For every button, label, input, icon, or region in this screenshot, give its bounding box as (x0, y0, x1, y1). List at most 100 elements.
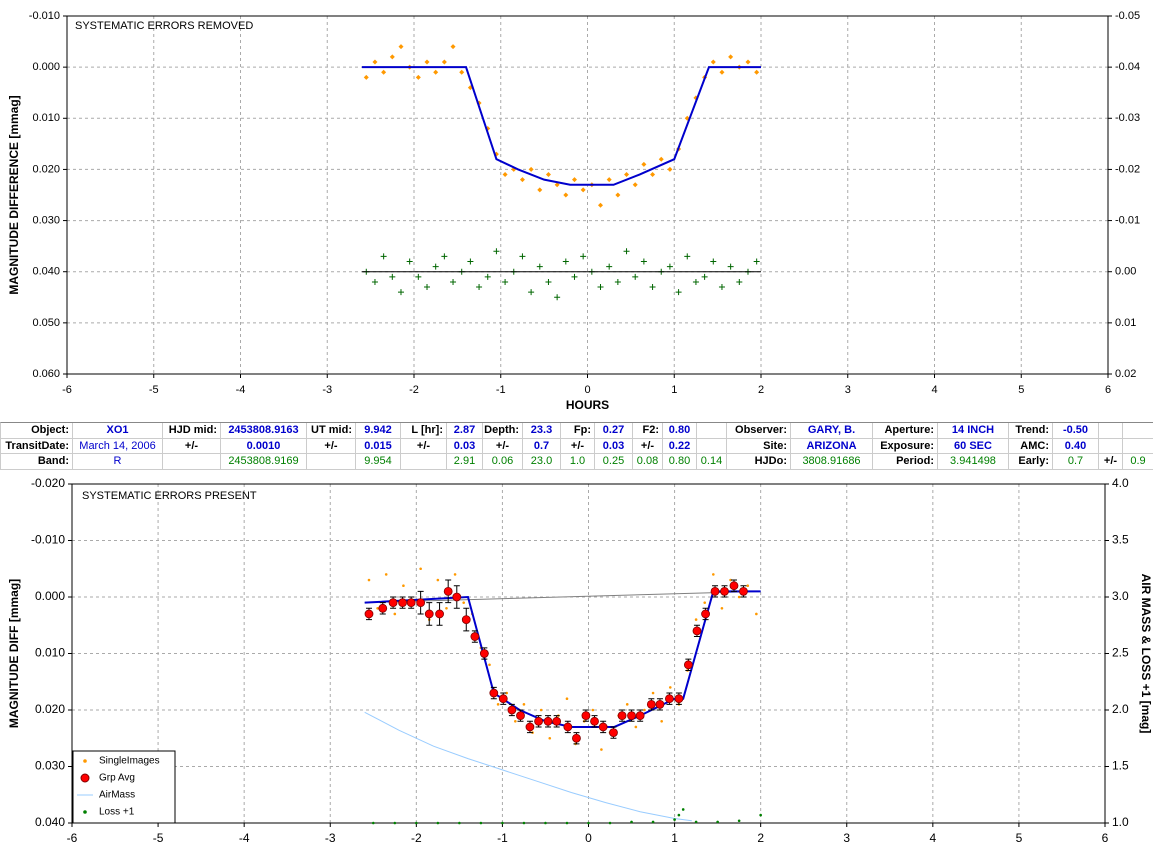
data-point (651, 691, 655, 695)
y2-tick-label: 2.0 (1112, 702, 1129, 716)
data-point (694, 820, 698, 824)
y2-tick-label: -0.05 (1115, 10, 1140, 22)
table-cell: 2453808.9163 (221, 423, 307, 439)
legend-swatch (80, 773, 90, 783)
data-point (580, 187, 586, 193)
data-point (624, 172, 630, 178)
data-point (488, 663, 491, 667)
data-point (572, 733, 581, 743)
table-cell: XO1 (73, 423, 163, 439)
data-point (462, 601, 465, 604)
data-point (381, 69, 387, 75)
data-point (433, 69, 439, 75)
legend-swatch (83, 759, 87, 763)
data-point (635, 711, 645, 721)
data-point (496, 703, 500, 706)
table-cell: 0.80 (663, 423, 697, 439)
data-point (371, 278, 378, 285)
y-tick-label: -0.010 (29, 10, 60, 22)
table-cell (697, 423, 727, 439)
data-point (402, 584, 405, 587)
table-cell: 9.942 (356, 423, 401, 439)
data-point (683, 660, 693, 670)
data-point (728, 54, 734, 60)
y2-tick-label: 0.00 (1115, 266, 1136, 278)
table-cell: 0.03 (595, 438, 633, 454)
x-tick-label: 0 (584, 384, 590, 396)
data-point (489, 688, 499, 698)
data-point (712, 573, 715, 576)
data-point (501, 821, 504, 825)
y-tick-label: 0.050 (32, 317, 60, 329)
table-cell (1123, 423, 1153, 439)
y2-tick-label: 3.0 (1112, 589, 1129, 603)
x-tick-label: -1 (497, 831, 508, 845)
data-point (514, 720, 517, 723)
data-point (544, 821, 547, 825)
data-point (519, 177, 525, 183)
data-point (630, 820, 633, 824)
x-tick-label: -1 (496, 384, 506, 396)
data-point (415, 74, 421, 80)
x-tick-label: -6 (62, 384, 72, 396)
x-tick-label: -4 (239, 831, 250, 845)
data-point (398, 598, 407, 608)
data-point (608, 821, 612, 825)
data-point (525, 722, 535, 732)
x-tick-label: -3 (322, 384, 332, 396)
plot-area (67, 16, 1108, 374)
data-point (554, 294, 561, 301)
data-point (737, 595, 741, 599)
table-cell: 0.14 (697, 454, 727, 470)
data-point (600, 748, 603, 751)
x-tick-label: 5 (1018, 384, 1024, 396)
summary-table: Object: XO1 HJD mid: 2453808.9163 UT mid: 9.9… (0, 422, 1153, 470)
legend-swatch (83, 810, 87, 814)
chart-title: SYSTEMATIC ERRORS REMOVED (75, 20, 253, 32)
table-cell: +/- (1099, 454, 1123, 470)
data-point (406, 598, 416, 608)
table-cell: 23.0 (523, 454, 561, 470)
data-point (640, 258, 647, 265)
data-point (424, 59, 430, 65)
table-cell: +/- (163, 438, 221, 454)
y2-tick-label: 3.5 (1112, 533, 1129, 547)
data-point (660, 720, 663, 723)
data-point (710, 59, 716, 65)
data-point (710, 586, 720, 596)
table-cell: 0.7 (523, 438, 561, 454)
data-point (581, 711, 591, 721)
table-cell: 0.7 (1053, 454, 1099, 470)
data-point (479, 821, 483, 825)
x-tick-label: 2 (758, 384, 764, 396)
data-point (519, 253, 526, 260)
y-tick-label: 0.020 (35, 702, 65, 716)
data-point (470, 632, 480, 641)
data-point (536, 263, 543, 270)
legend-label: Loss +1 (99, 807, 135, 818)
data-point (754, 69, 760, 75)
data-point (406, 258, 413, 265)
data-point (389, 54, 395, 60)
table-cell: GARY, B. (791, 423, 873, 439)
data-point (655, 699, 665, 709)
table-cell (1099, 438, 1123, 454)
data-point (720, 586, 729, 596)
table-cell: +/- (561, 438, 595, 454)
data-point (590, 716, 599, 726)
table-cell: 0.27 (595, 423, 633, 439)
table-cell (697, 438, 727, 454)
data-point (397, 289, 404, 296)
data-point (580, 253, 587, 260)
data-point (528, 289, 535, 296)
data-point (562, 258, 569, 265)
data-point (384, 573, 388, 576)
table-cell: +/- (401, 438, 447, 454)
data-point (415, 821, 418, 825)
table-cell: 14 INCH (938, 423, 1009, 439)
data-point (445, 607, 448, 610)
table-cell: Trend: (1009, 423, 1053, 439)
x-tick-label: 4 (929, 831, 936, 845)
data-point (718, 284, 725, 291)
